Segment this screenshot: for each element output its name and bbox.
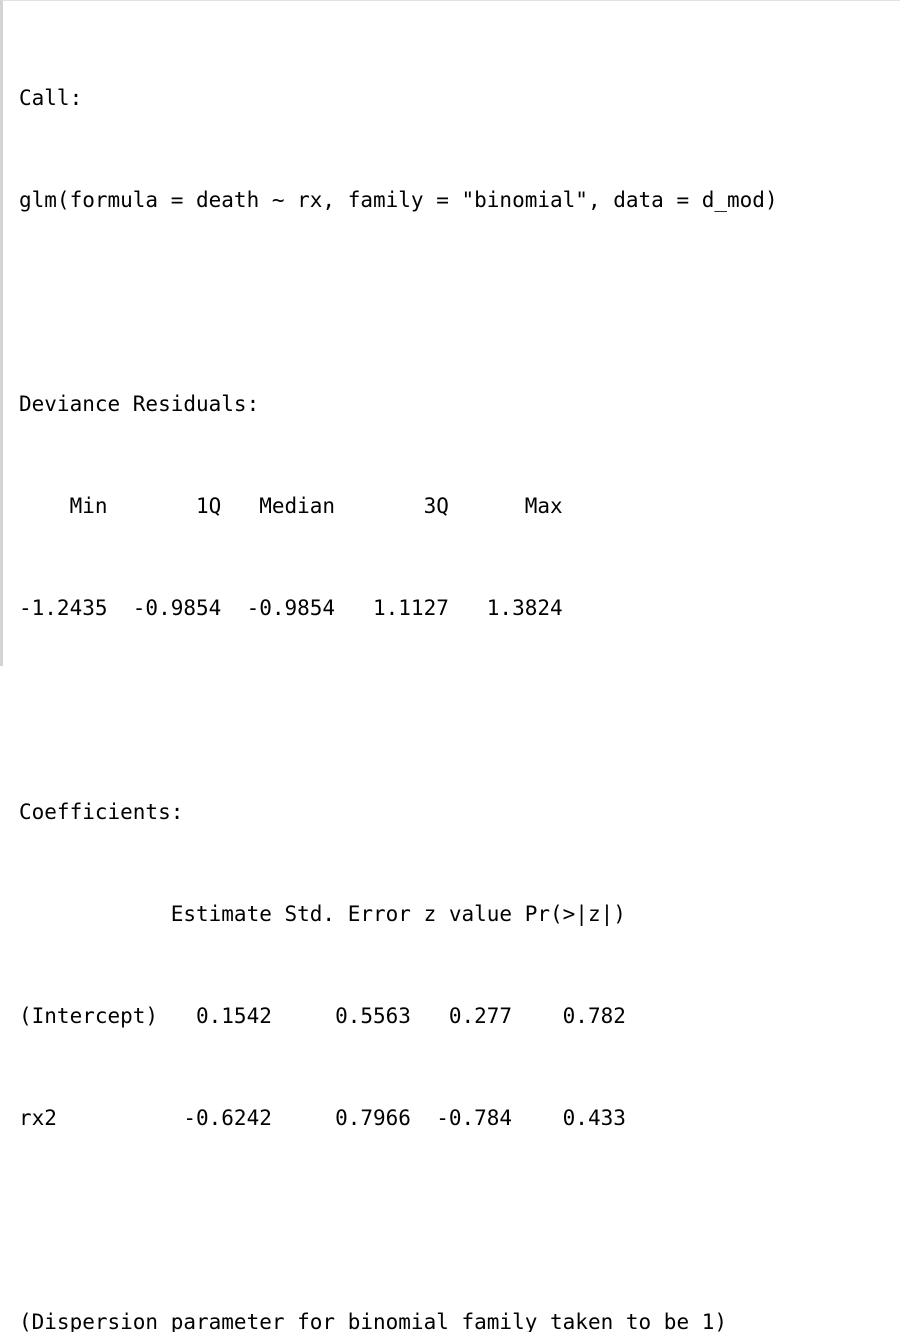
deviance-residuals-columns: Min 1Q Median 3Q Max [19,494,588,518]
coefficients-header: Coefficients: [19,800,184,824]
glm-summary-text: Call: glm(formula = death ~ rx, family =… [19,13,778,1332]
dispersion-note: (Dispersion parameter for binomial famil… [19,1310,728,1332]
coefficients-columns: Estimate Std. Error z value Pr(>|z|) [19,902,626,926]
coefficient-row-intercept: (Intercept) 0.1542 0.5563 0.277 0.782 [19,1004,626,1028]
coefficient-row-rx2: rx2 -0.6242 0.7966 -0.784 0.433 [19,1106,626,1130]
blank-line [19,285,778,319]
deviance-residuals-values: -1.2435 -0.9854 -0.9854 1.1127 1.3824 [19,596,588,620]
deviance-residuals-header: Deviance Residuals: [19,392,260,416]
call-header: Call: [19,86,83,110]
blank-line [19,1203,778,1237]
call-formula: glm(formula = death ~ rx, family = "bino… [19,188,778,212]
blank-line [19,693,778,727]
